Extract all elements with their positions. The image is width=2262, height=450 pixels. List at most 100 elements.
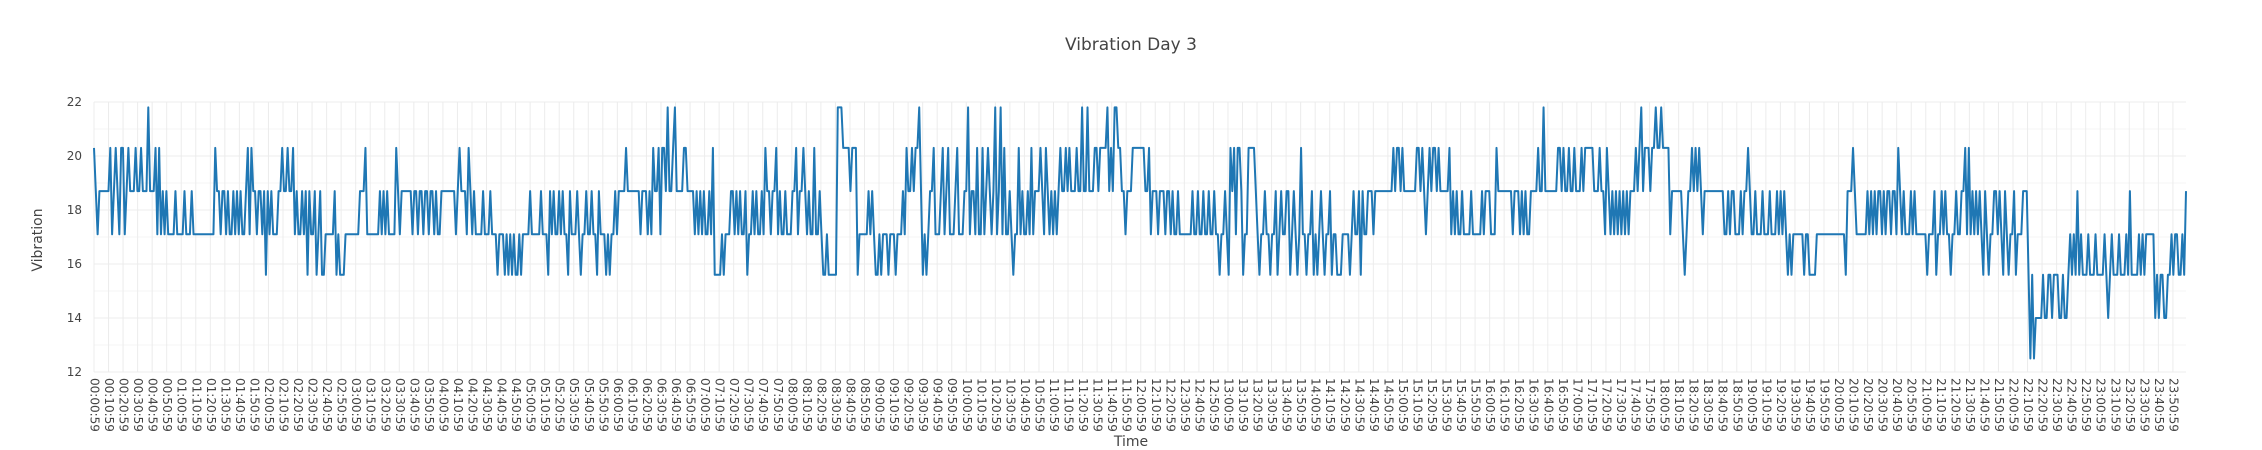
x-tick-label: 04:40:59 bbox=[495, 378, 509, 432]
x-tick-label: 03:50:59 bbox=[422, 378, 436, 432]
x-tick-label: 19:10:59 bbox=[1759, 378, 1773, 432]
x-tick-label: 10:50:59 bbox=[1032, 378, 1046, 432]
x-tick-label: 15:20:59 bbox=[1425, 378, 1439, 432]
x-tick-label: 07:00:59 bbox=[698, 378, 712, 432]
x-tick-label: 16:30:59 bbox=[1527, 378, 1541, 432]
x-tick-label: 02:00:59 bbox=[262, 378, 276, 432]
x-tick-label: 08:40:59 bbox=[843, 378, 857, 432]
x-tick-label: 14:20:59 bbox=[1338, 378, 1352, 432]
x-tick-label: 15:10:59 bbox=[1410, 378, 1424, 432]
x-tick-label: 03:40:59 bbox=[407, 378, 421, 432]
x-tick-label: 12:50:59 bbox=[1207, 378, 1221, 432]
x-tick-label: 22:20:59 bbox=[2036, 378, 2050, 432]
x-tick-label: 15:00:59 bbox=[1396, 378, 1410, 432]
y-tick-label: 12 bbox=[67, 365, 82, 379]
x-tick-label: 01:30:59 bbox=[218, 378, 232, 432]
x-tick-label: 02:20:59 bbox=[291, 378, 305, 432]
x-tick-label: 07:40:59 bbox=[756, 378, 770, 432]
x-tick-label: 07:30:59 bbox=[742, 378, 756, 432]
x-axis-label: Time bbox=[1113, 434, 1148, 450]
x-tick-label: 19:00:59 bbox=[1745, 378, 1759, 432]
x-tick-label: 09:50:59 bbox=[945, 378, 959, 432]
x-tick-label: 17:30:59 bbox=[1614, 378, 1628, 432]
x-tick-label: 10:20:59 bbox=[989, 378, 1003, 432]
x-tick-label: 23:40:59 bbox=[2152, 378, 2166, 432]
x-tick-label: 06:50:59 bbox=[684, 378, 698, 432]
x-tick-label: 21:10:59 bbox=[1934, 378, 1948, 432]
x-tick-label: 17:50:59 bbox=[1643, 378, 1657, 432]
x-tick-label: 23:20:59 bbox=[2123, 378, 2137, 432]
x-tick-label: 14:30:59 bbox=[1352, 378, 1366, 432]
x-tick-label: 07:20:59 bbox=[727, 378, 741, 432]
x-tick-label: 12:10:59 bbox=[1149, 378, 1163, 432]
x-tick-label: 17:40:59 bbox=[1629, 378, 1643, 432]
x-tick-label: 14:40:59 bbox=[1367, 378, 1381, 432]
x-tick-label: 12:40:59 bbox=[1192, 378, 1206, 432]
x-tick-label: 01:50:59 bbox=[247, 378, 261, 432]
x-tick-label: 09:20:59 bbox=[902, 378, 916, 432]
x-tick-label: 08:10:59 bbox=[800, 378, 814, 432]
x-tick-label: 13:00:59 bbox=[1221, 378, 1235, 432]
x-tick-label: 13:10:59 bbox=[1236, 378, 1250, 432]
x-tick-label: 21:00:59 bbox=[1919, 378, 1933, 432]
x-tick-label: 04:10:59 bbox=[451, 378, 465, 432]
x-tick-label: 21:30:59 bbox=[1963, 378, 1977, 432]
x-tick-label: 22:10:59 bbox=[2021, 378, 2035, 432]
x-tick-label: 00:10:59 bbox=[102, 378, 116, 432]
x-tick-label: 08:20:59 bbox=[814, 378, 828, 432]
x-tick-label: 09:10:59 bbox=[887, 378, 901, 432]
x-tick-label: 06:10:59 bbox=[625, 378, 639, 432]
x-tick-label: 22:30:59 bbox=[2050, 378, 2064, 432]
x-tick-label: 20:40:59 bbox=[1890, 378, 1904, 432]
x-tick-label: 01:20:59 bbox=[204, 378, 218, 432]
vibration-series-line bbox=[93, 106, 2187, 360]
x-tick-label: 22:00:59 bbox=[2006, 378, 2020, 432]
x-tick-label: 09:00:59 bbox=[873, 378, 887, 432]
y-axis-ticks: 12 14 16 18 20 22 bbox=[67, 95, 82, 379]
x-tick-label: 16:20:59 bbox=[1512, 378, 1526, 432]
x-tick-label: 06:30:59 bbox=[654, 378, 668, 432]
x-tick-label: 00:50:59 bbox=[160, 378, 174, 432]
x-tick-label: 23:30:59 bbox=[2137, 378, 2151, 432]
x-tick-label: 15:40:59 bbox=[1454, 378, 1468, 432]
x-tick-label: 11:10:59 bbox=[1062, 378, 1076, 432]
x-tick-label: 13:50:59 bbox=[1294, 378, 1308, 432]
y-tick-label: 18 bbox=[67, 203, 82, 217]
x-tick-label: 12:20:59 bbox=[1163, 378, 1177, 432]
x-tick-label: 05:50:59 bbox=[596, 378, 610, 432]
x-tick-label: 11:30:59 bbox=[1091, 378, 1105, 432]
x-tick-label: 20:30:59 bbox=[1876, 378, 1890, 432]
x-tick-label: 17:10:59 bbox=[1585, 378, 1599, 432]
x-tick-label: 15:50:59 bbox=[1469, 378, 1483, 432]
x-axis-ticks: 00:00:59 00:10:59 00:20:59 00:30:59 00:40:59… bbox=[88, 378, 2181, 432]
x-tick-label: 01:00:59 bbox=[175, 378, 189, 432]
x-tick-label: 20:20:59 bbox=[1861, 378, 1875, 432]
x-tick-label: 04:20:59 bbox=[465, 378, 479, 432]
x-tick-label: 23:10:59 bbox=[2108, 378, 2122, 432]
x-tick-label: 16:40:59 bbox=[1541, 378, 1555, 432]
x-tick-label: 11:20:59 bbox=[1076, 378, 1090, 432]
x-tick-label: 18:40:59 bbox=[1716, 378, 1730, 432]
x-tick-label: 03:10:59 bbox=[364, 378, 378, 432]
x-tick-label: 16:50:59 bbox=[1556, 378, 1570, 432]
x-tick-label: 00:30:59 bbox=[131, 378, 145, 432]
x-tick-label: 15:30:59 bbox=[1440, 378, 1454, 432]
x-tick-label: 13:40:59 bbox=[1280, 378, 1294, 432]
x-tick-label: 21:20:59 bbox=[1948, 378, 1962, 432]
x-tick-label: 04:00:59 bbox=[436, 378, 450, 432]
x-tick-label: 02:10:59 bbox=[276, 378, 290, 432]
x-tick-label: 02:40:59 bbox=[320, 378, 334, 432]
x-tick-label: 16:00:59 bbox=[1483, 378, 1497, 432]
x-tick-label: 03:30:59 bbox=[393, 378, 407, 432]
x-tick-label: 08:00:59 bbox=[785, 378, 799, 432]
x-tick-label: 11:00:59 bbox=[1047, 378, 1061, 432]
x-tick-label: 07:50:59 bbox=[771, 378, 785, 432]
x-tick-label: 05:10:59 bbox=[538, 378, 552, 432]
x-tick-label: 12:30:59 bbox=[1178, 378, 1192, 432]
x-tick-label: 18:00:59 bbox=[1658, 378, 1672, 432]
x-tick-label: 18:50:59 bbox=[1730, 378, 1744, 432]
x-tick-label: 12:00:59 bbox=[1134, 378, 1148, 432]
x-tick-label: 19:50:59 bbox=[1818, 378, 1832, 432]
x-tick-label: 05:20:59 bbox=[553, 378, 567, 432]
